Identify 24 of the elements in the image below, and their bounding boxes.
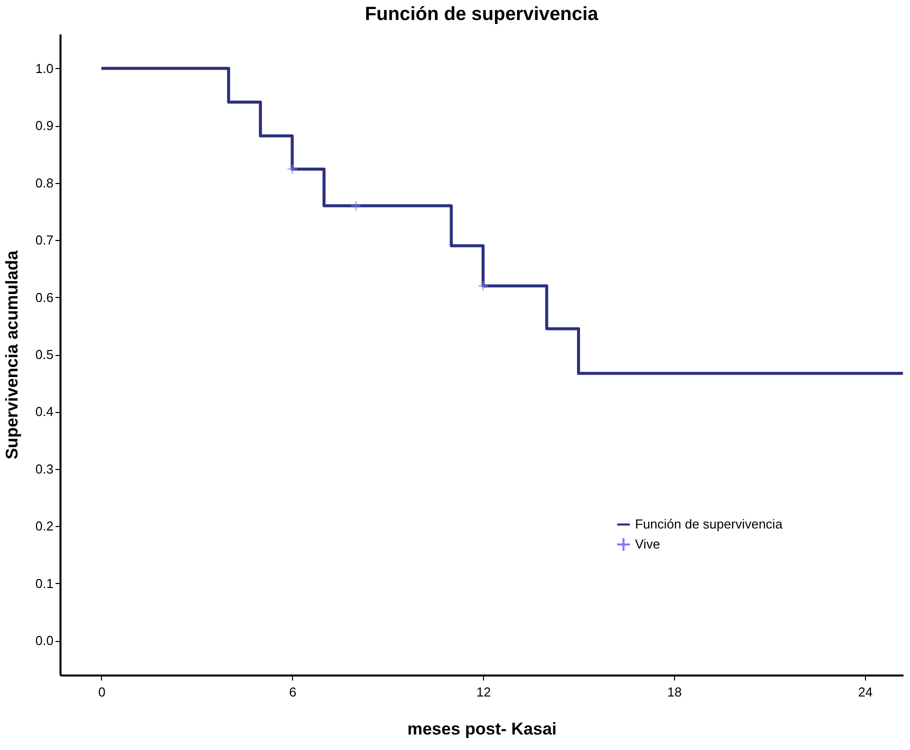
- x-tick-label: 0: [98, 684, 106, 700]
- y-tick-label: 0.1: [35, 576, 54, 591]
- y-tick-label: 0.6: [35, 290, 54, 305]
- y-tick-label: 0.4: [35, 404, 54, 420]
- point: [350, 200, 362, 212]
- x-tick-label: 18: [667, 684, 682, 700]
- point: [286, 164, 298, 174]
- point: [478, 280, 488, 292]
- y-tick-label: 0.0: [35, 633, 54, 648]
- y-tick-label: 0.2: [35, 518, 54, 534]
- x-tick-label: 6: [289, 684, 296, 700]
- legend-label: Función de supervivencia: [635, 516, 784, 532]
- y-tick-label: 0.7: [35, 232, 54, 248]
- y-tick-label: 1.0: [35, 60, 54, 76]
- x-axis-title: meses post- Kasai: [407, 720, 557, 738]
- chart-title: Función de supervivencia: [364, 4, 599, 25]
- x-tick-label: 24: [858, 684, 873, 700]
- x-tick-label: 12: [476, 684, 491, 700]
- y-tick-label: 0.8: [35, 175, 54, 190]
- legend-label: Vive: [635, 536, 660, 552]
- y-axis-title: Supervivencia acumulada: [2, 250, 22, 460]
- y-tick-label: 0.3: [35, 461, 54, 476]
- y-tick-label: 0.5: [35, 347, 54, 362]
- y-tick-label: 0.9: [35, 118, 54, 134]
